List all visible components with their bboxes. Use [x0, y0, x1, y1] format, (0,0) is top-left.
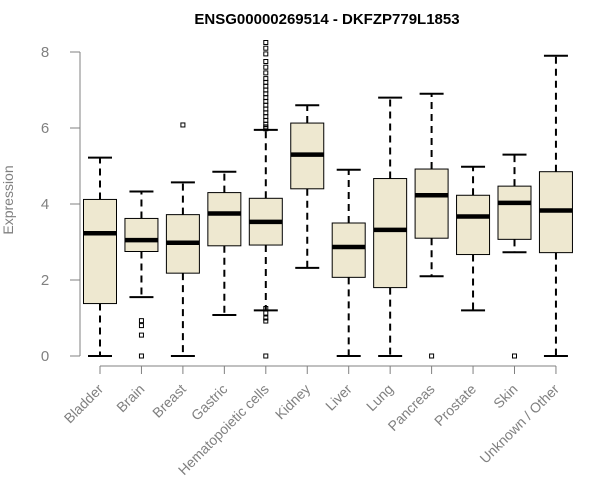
y-tick-label: 8: [41, 44, 49, 61]
box-liver: [331, 168, 366, 357]
outlier-point: [263, 70, 269, 76]
y-axis-label: Expression: [0, 165, 16, 234]
box-kidney: [290, 104, 325, 269]
outlier-point: [180, 122, 186, 128]
x-tick-label: Skin: [490, 381, 521, 412]
box-gastric: [207, 170, 242, 316]
outlier-point: [138, 318, 144, 324]
outlier-point: [263, 64, 269, 70]
outlier-point: [263, 59, 269, 64]
x-tick-label: Liver: [322, 381, 355, 414]
outlier-point: [263, 40, 269, 45]
outlier-point: [263, 124, 269, 130]
outlier-point: [263, 45, 269, 51]
y-tick-label: 6: [41, 120, 49, 137]
outlier-point: [263, 310, 269, 316]
iqr-box: [456, 194, 491, 256]
iqr-box: [414, 168, 449, 239]
x-tick-label: Prostate: [431, 381, 479, 429]
chart-title: ENSG00000269514 - DKFZP779L1853: [194, 11, 459, 28]
outlier-point: [263, 51, 269, 57]
box-prostate: [456, 165, 491, 312]
iqr-box: [124, 217, 159, 253]
outlier-point: [138, 353, 144, 359]
y-tick-label: 4: [41, 196, 49, 213]
box-breast: [165, 122, 200, 357]
outlier-point: [512, 353, 517, 359]
iqr-box: [497, 185, 532, 240]
x-tick-label: Unknown / Other: [476, 381, 562, 467]
outlier-point: [263, 306, 269, 311]
iqr-box: [373, 178, 408, 289]
outlier-point: [138, 323, 144, 329]
box-brain: [124, 190, 159, 359]
box-bladder: [83, 156, 117, 357]
outlier-point: [263, 318, 269, 324]
x-tick-label: Kidney: [272, 381, 314, 423]
outlier-point: [263, 315, 269, 321]
y-tick-label: 2: [41, 272, 49, 289]
iqr-box: [331, 222, 366, 278]
x-tick-label: Breast: [149, 381, 189, 421]
box-unknown-other: [538, 54, 573, 357]
outlier-point: [138, 332, 144, 338]
y-tick-label: 0: [41, 348, 49, 365]
outlier-point: [263, 353, 269, 359]
iqr-box: [83, 198, 117, 305]
box-skin: [497, 153, 532, 359]
x-tick-label: Lung: [363, 381, 396, 414]
box-hematopoietic-cells: [248, 40, 283, 359]
x-tick-label: Bladder: [61, 381, 107, 427]
iqr-box: [207, 192, 242, 247]
box-pancreas: [414, 92, 449, 359]
outlier-point: [263, 76, 269, 82]
box-lung: [373, 96, 408, 357]
outlier-point: [429, 353, 435, 359]
box-series: [83, 40, 573, 359]
y-axis: 0 2 4 6 8: [41, 44, 81, 365]
x-tick-label: Brain: [113, 381, 147, 415]
